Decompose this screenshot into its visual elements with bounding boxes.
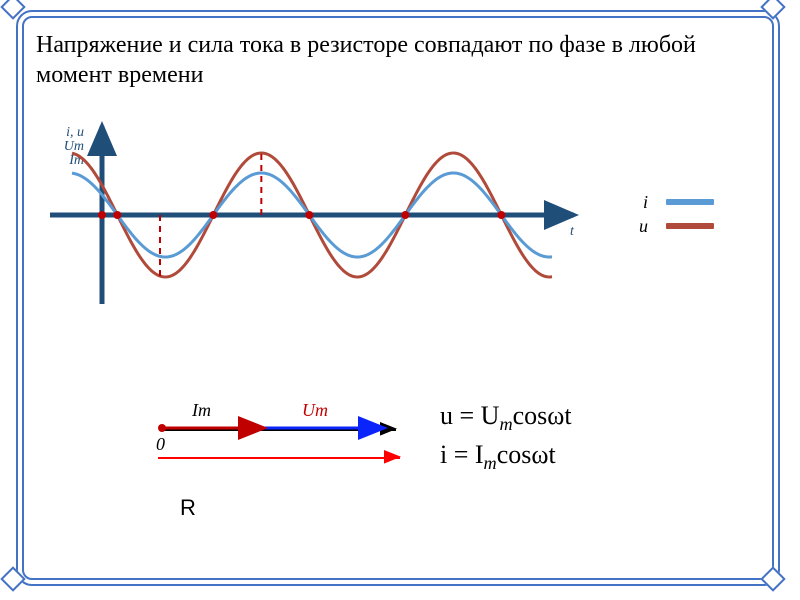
chart-legend: iu <box>630 190 714 238</box>
svg-text:Um: Um <box>64 139 84 154</box>
svg-text:i, u: i, u <box>66 125 84 140</box>
legend-item: i <box>630 190 714 214</box>
phasor-diagram: Im Um 0 <box>150 380 420 480</box>
equations-block: u = Umcosωt i = Imcosωt <box>440 398 572 476</box>
svg-text:Um: Um <box>302 400 328 420</box>
svg-text:t: t <box>570 224 575 239</box>
equation-voltage: u = Umcosωt <box>440 398 572 437</box>
svg-text:0: 0 <box>156 434 165 454</box>
resistance-label: R <box>180 495 196 521</box>
svg-text:Im: Im <box>191 400 211 420</box>
equation-current: i = Imcosωt <box>440 437 572 476</box>
slide-title: Напряжение и сила тока в резисторе совпа… <box>36 30 766 90</box>
legend-item: u <box>630 214 714 238</box>
phase-waveform-chart: i, uUmImt <box>42 120 582 310</box>
